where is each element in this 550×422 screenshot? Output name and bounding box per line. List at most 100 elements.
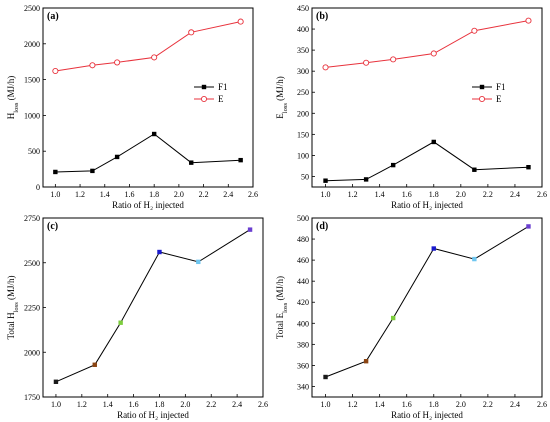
x-tick-label: 2.4 (510, 190, 520, 199)
legend-marker (201, 84, 207, 90)
data-point (247, 227, 253, 232)
x-tick-label: 2.4 (510, 400, 520, 409)
data-point (322, 64, 329, 71)
legend-marker (478, 95, 486, 103)
y-tick-label: 1000 (24, 111, 40, 120)
data-point (53, 169, 58, 175)
x-tick-label: 1.8 (149, 190, 159, 199)
y-tick-label: 2000 (24, 40, 40, 49)
data-point (526, 224, 531, 229)
series-line (55, 229, 251, 383)
x-tick-label: 1.8 (429, 400, 439, 409)
plot-frame (311, 7, 543, 188)
plot-frame (42, 7, 254, 188)
chart-panel: 1.0 1.2 1.4 1.6 1.8 2.0 2.2 2.4 2.6 340 360 380 400 4… (275, 214, 547, 420)
data-point (196, 259, 201, 265)
x-tick-label: 2.2 (199, 190, 209, 199)
data-point (189, 160, 194, 165)
x-tick-label: 2.4 (223, 190, 233, 199)
y-tick-label: 200 (297, 109, 309, 118)
data-point (118, 320, 123, 325)
chart-panel: 1.0 1.2 1.4 1.6 1.8 2.0 2.2 2.4 2.6 0 500 1000 1500 2… (6, 4, 258, 210)
legend-marker (200, 95, 208, 103)
y-tick-label: 150 (297, 130, 309, 139)
x-axis-title: Ratio of H₂ injected (112, 200, 184, 210)
x-tick-label: 2.2 (483, 190, 493, 199)
data-point (89, 62, 96, 69)
data-point (390, 56, 397, 63)
y-tick-label: 480 (297, 235, 309, 244)
y-tick-label: 50 (301, 172, 309, 181)
data-point (390, 315, 396, 321)
data-point (525, 17, 532, 24)
legend-marker (479, 84, 485, 90)
legend: F1 E (472, 82, 506, 104)
x-tick-label: 1.0 (51, 400, 61, 409)
data-point (53, 379, 59, 384)
data-point (363, 359, 369, 364)
y-axis-title: Eloss (MJ/h) (275, 76, 289, 118)
y-tick-label: 360 (297, 361, 309, 370)
data-point (431, 246, 436, 251)
data-point (363, 177, 369, 182)
x-tick-label: 1.0 (50, 190, 60, 199)
data-point (323, 178, 328, 183)
data-point (188, 29, 195, 36)
x-tick-label: 1.4 (100, 190, 110, 199)
x-tick-label: 1.6 (402, 400, 412, 409)
x-tick-label: 2.2 (483, 400, 493, 409)
x-tick-label: 2.0 (180, 400, 190, 409)
y-axis-title: Total Hloss (MJ/h) (6, 275, 20, 339)
y-tick-label: 500 (297, 214, 309, 223)
series-line (325, 141, 529, 182)
legend: F1 E (194, 82, 228, 104)
y-tick-label: 0 (36, 183, 40, 192)
y-tick-label: 2500 (24, 259, 40, 268)
x-tick-label: 1.6 (129, 400, 139, 409)
x-tick-label: 1.4 (375, 400, 385, 409)
y-tick-label: 2750 (24, 214, 40, 223)
data-point (363, 59, 370, 66)
x-tick-label: 2.0 (174, 190, 184, 199)
y-tick-label: 2500 (24, 4, 40, 13)
legend-label: E (496, 94, 502, 104)
y-tick-label: 2250 (24, 304, 40, 313)
y-tick-label: 1750 (24, 393, 40, 402)
data-point (238, 157, 243, 163)
data-point (92, 362, 97, 367)
x-axis-title: Ratio of H₂ injected (117, 410, 189, 420)
y-tick-label: 250 (297, 88, 309, 97)
y-tick-label: 420 (297, 298, 309, 307)
x-tick-label: 2.6 (537, 190, 547, 199)
y-tick-label: 500 (28, 147, 40, 156)
data-point (471, 27, 478, 34)
data-point (237, 18, 244, 25)
y-axis-title: Total Eloss (MJ/h) (275, 276, 289, 339)
y-tick-label: 1500 (24, 76, 40, 85)
data-point (390, 162, 396, 168)
chart-panel: 1.0 1.2 1.4 1.6 1.8 2.0 2.2 2.4 2.6 50 100 150 200 25… (275, 4, 547, 210)
y-tick-label: 460 (297, 256, 309, 265)
panel-label: (a) (47, 11, 59, 22)
legend-label: F1 (496, 82, 506, 92)
plot-frame (311, 217, 543, 398)
panel-label: (d) (316, 221, 328, 232)
data-point (526, 165, 531, 170)
y-axis-title: Hloss (MJ/h) (6, 76, 20, 119)
x-tick-label: 1.2 (75, 190, 85, 199)
x-tick-label: 1.2 (77, 400, 87, 409)
y-tick-label: 450 (297, 4, 309, 13)
x-tick-label: 1.0 (321, 190, 331, 199)
data-point (114, 154, 120, 160)
y-tick-label: 350 (297, 46, 309, 55)
data-point (151, 54, 158, 61)
x-tick-label: 2.6 (537, 400, 547, 409)
x-tick-label: 1.8 (429, 190, 439, 199)
data-point (472, 256, 477, 262)
x-tick-label: 1.2 (348, 400, 358, 409)
y-tick-label: 380 (297, 340, 309, 349)
x-tick-label: 2.6 (258, 400, 268, 409)
legend-label: F1 (218, 82, 228, 92)
data-point (90, 168, 95, 174)
y-tick-label: 300 (297, 67, 309, 76)
